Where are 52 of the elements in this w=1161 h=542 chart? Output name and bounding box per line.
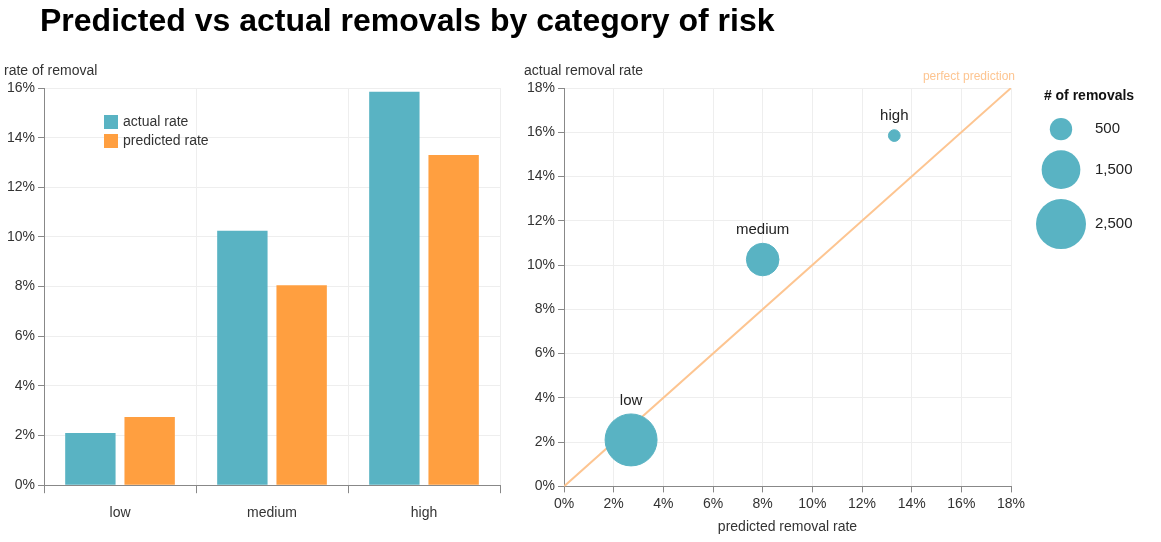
bar [124, 416, 175, 485]
legend-label: predicted rate [123, 131, 209, 148]
x-axis-title: predicted removal rate [717, 518, 858, 535]
y-axis-title: actual removal rate [524, 61, 644, 78]
y-tick-label: 4% [534, 388, 556, 405]
x-tick-label: low [109, 504, 132, 521]
y-tick-label: 6% [534, 344, 556, 361]
bar [217, 230, 268, 485]
legend-title: # of removals [1043, 86, 1135, 103]
y-tick-label: 0% [534, 477, 556, 494]
legend-label: 1,500 [1095, 159, 1133, 177]
y-tick-label: 18% [526, 78, 556, 95]
y-axis-title: rate of removal [4, 61, 98, 78]
bar [369, 91, 420, 485]
chart-title: Predicted vs actual removals by category of risk [40, 2, 775, 39]
y-tick-label: 8% [14, 277, 36, 294]
y-tick-label: 2% [14, 426, 36, 443]
legend-label: 500 [1095, 119, 1121, 137]
y-tick-label: 10% [526, 255, 556, 272]
y-tick-label: 16% [526, 123, 556, 140]
y-tick-label: 8% [534, 300, 556, 317]
x-tick-label: 6% [702, 494, 724, 511]
x-tick-label: 8% [752, 494, 773, 511]
y-tick-label: 12% [6, 178, 36, 195]
x-tick-label: medium [247, 504, 297, 521]
x-tick-label: 18% [996, 494, 1026, 511]
annotation: low [619, 390, 643, 408]
series-label: perfect prediction [922, 69, 1015, 84]
y-tick-label: 2% [534, 432, 556, 449]
legend-label: 2,500 [1095, 214, 1133, 232]
annotation: medium [736, 219, 790, 237]
x-tick-label: 16% [947, 494, 976, 511]
legend-label: actual rate [123, 112, 189, 129]
bar [65, 433, 116, 485]
y-tick-label: 10% [6, 227, 36, 244]
annotation: high [880, 106, 909, 124]
y-tick-label: 16% [6, 78, 36, 95]
x-tick-label: 4% [653, 494, 674, 511]
y-tick-label: 14% [526, 167, 556, 184]
bar [428, 155, 479, 485]
y-tick-label: 0% [14, 476, 36, 493]
x-tick-label: 14% [897, 494, 926, 511]
y-tick-label: 14% [6, 128, 36, 145]
x-tick-label: 2% [603, 494, 624, 511]
x-tick-label: 0% [553, 494, 575, 511]
bar [276, 285, 327, 485]
y-tick-label: 12% [526, 211, 556, 228]
x-tick-label: 10% [798, 494, 827, 511]
x-tick-label: 12% [847, 494, 877, 511]
y-tick-label: 6% [14, 327, 36, 344]
x-tick-label: high [410, 504, 438, 521]
y-tick-label: 4% [14, 376, 36, 393]
